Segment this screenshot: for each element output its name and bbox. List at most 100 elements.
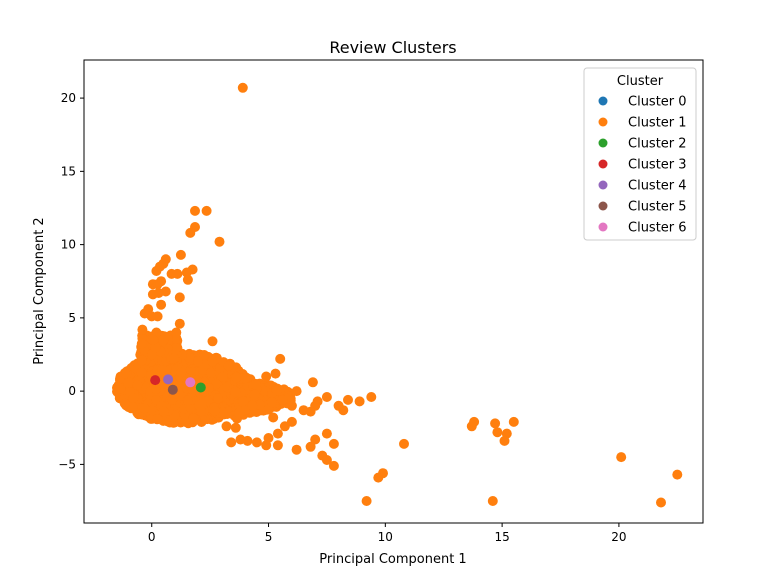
legend-marker [598, 180, 608, 190]
data-point [310, 434, 321, 445]
x-tick-label: 10 [378, 530, 393, 544]
x-tick-label: 20 [611, 530, 626, 544]
data-point [190, 205, 200, 216]
data-point [151, 384, 161, 395]
data-point [226, 437, 237, 448]
data-point [250, 379, 261, 390]
data-point [291, 444, 302, 455]
data-point [239, 373, 250, 384]
data-point [206, 367, 217, 378]
data-point [150, 342, 161, 353]
data-point [214, 236, 225, 247]
data-point [235, 434, 246, 445]
data-point [152, 311, 163, 322]
legend-marker [598, 138, 608, 148]
legend-label: Cluster 6 [628, 221, 687, 236]
data-point [180, 416, 191, 427]
y-tick-label: 20 [61, 91, 76, 105]
data-point [492, 427, 503, 438]
data-point [221, 421, 232, 432]
data-point [217, 407, 228, 418]
series-cluster-2 [195, 382, 206, 393]
data-point [156, 299, 167, 310]
series-cluster-1 [112, 82, 683, 508]
data-point [147, 289, 158, 300]
data-point [185, 377, 196, 388]
data-point [213, 393, 223, 404]
data-point [195, 382, 206, 393]
legend-label: Cluster 1 [628, 116, 687, 131]
legend-label: Cluster 3 [628, 158, 687, 173]
data-point [305, 441, 316, 452]
data-point [136, 355, 147, 366]
data-point [373, 472, 384, 483]
legend-marker [598, 201, 608, 211]
legend-marker [598, 159, 608, 169]
data-point [201, 205, 212, 216]
data-point [152, 279, 163, 290]
data-point [469, 416, 480, 427]
data-point [150, 375, 161, 386]
data-point [234, 407, 245, 418]
data-point [343, 394, 353, 405]
y-axis-label: Principal Component 2 [32, 217, 47, 364]
y-tick-label: 15 [61, 164, 76, 178]
x-tick-label: 0 [148, 530, 156, 544]
data-point [321, 392, 332, 402]
series-cluster-6 [185, 377, 196, 388]
legend-marker [598, 117, 608, 127]
data-point [196, 406, 207, 417]
data-point [399, 438, 409, 449]
data-point [163, 374, 174, 385]
data-point [275, 353, 286, 364]
data-point [172, 268, 183, 279]
data-point [157, 364, 168, 375]
plot-area [112, 82, 683, 508]
data-point [328, 460, 339, 471]
data-point [286, 416, 297, 427]
data-point [271, 385, 282, 396]
data-point [361, 496, 372, 506]
legend-title: Cluster [617, 74, 664, 89]
data-point [137, 338, 147, 349]
data-point [247, 400, 258, 411]
y-tick-label: 0 [68, 384, 76, 398]
x-axis-label: Principal Component 1 [319, 552, 466, 567]
data-point [223, 360, 234, 371]
legend-label: Cluster 2 [628, 137, 687, 152]
series-cluster-3 [150, 375, 161, 386]
data-point [354, 396, 365, 407]
data-point [237, 82, 248, 93]
data-point [139, 403, 150, 414]
data-point [171, 327, 182, 338]
data-point [261, 371, 272, 382]
data-point [167, 384, 178, 395]
x-tick-label: 15 [494, 530, 509, 544]
data-point [175, 249, 186, 260]
data-point [508, 416, 519, 427]
data-point [168, 353, 179, 364]
data-point [147, 334, 158, 345]
data-point [158, 334, 169, 345]
data-point [184, 352, 195, 363]
data-point [286, 400, 297, 411]
y-tick-label: 5 [68, 311, 76, 325]
data-point [151, 327, 162, 338]
data-point [152, 414, 163, 425]
data-point [321, 428, 332, 439]
legend-label: Cluster 0 [628, 95, 687, 110]
data-point [207, 336, 218, 347]
data-point [616, 452, 627, 463]
data-point [656, 497, 666, 508]
data-point [199, 350, 210, 360]
chart-title: Review Clusters [329, 38, 456, 57]
data-point [185, 227, 196, 238]
data-point [209, 405, 220, 416]
data-point [119, 398, 130, 409]
data-point [272, 428, 283, 439]
data-point [132, 380, 143, 390]
data-point [487, 496, 498, 506]
legend-items: Cluster 0 Cluster 1 Cluster 2 Cluster 3 Clus… [598, 95, 687, 236]
data-point [338, 405, 349, 416]
